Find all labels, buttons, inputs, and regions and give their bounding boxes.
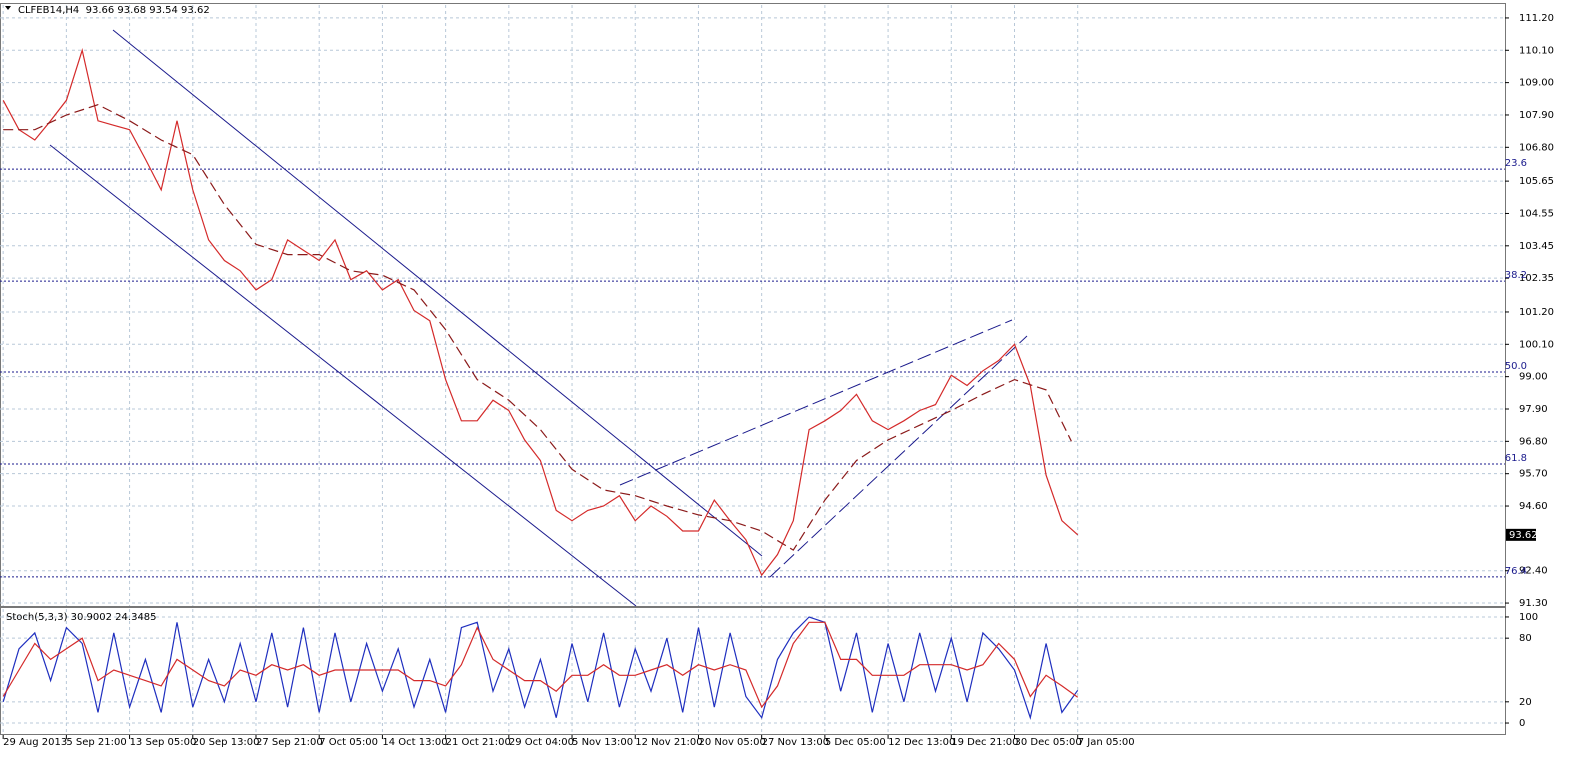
y-tick-label: 97.90 xyxy=(1519,404,1548,415)
menu-arrow xyxy=(5,6,11,10)
series-line xyxy=(2,47,1079,577)
stoch-title: Stoch(5,3,3) 30.9002 24.3485 xyxy=(6,612,157,623)
x-tick-label: 19 Dec 21:00 xyxy=(951,737,1018,748)
x-tick-label: 12 Nov 21:00 xyxy=(635,737,702,748)
y-tick-label: 103.45 xyxy=(1519,241,1554,252)
x-tick-label: 27 Sep 21:00 xyxy=(256,737,323,748)
stoch-panel xyxy=(0,607,1506,735)
x-tick-label: 20 Nov 05:00 xyxy=(698,737,765,748)
x-tick-label: 13 Sep 05:00 xyxy=(130,737,197,748)
y-tick-label: 94.60 xyxy=(1519,501,1548,512)
x-tick-label: 29 Oct 04:00 xyxy=(509,737,574,748)
fib-label: 50.0 xyxy=(1505,361,1527,372)
x-tick-label: 29 Aug 2013 xyxy=(3,737,67,748)
channel-lower xyxy=(49,144,637,607)
x-tick-label: 7 Oct 05:00 xyxy=(319,737,378,748)
fib-label: 23.6 xyxy=(1505,158,1527,169)
y-tick-label: 95.70 xyxy=(1519,469,1548,480)
wedge-lower xyxy=(769,335,1028,578)
x-tick-label: 20 Sep 13:00 xyxy=(193,737,260,748)
y-tick-label: 91.30 xyxy=(1519,598,1548,609)
fib-label: 76.4 xyxy=(1505,566,1527,577)
series-line xyxy=(3,104,1072,551)
x-tick-label: 5 Nov 13:00 xyxy=(572,737,633,748)
y-tick-label: 111.20 xyxy=(1519,13,1554,24)
y-tick-label: 105.65 xyxy=(1519,176,1554,187)
y-tick-label: 101.20 xyxy=(1519,307,1554,318)
y-tick-label: 100 xyxy=(1519,612,1538,623)
grid xyxy=(0,5,1505,733)
chart-title: CLFEB14,H4 93.66 93.68 93.54 93.62 xyxy=(18,5,210,16)
x-tick-label: 27 Nov 13:00 xyxy=(762,737,829,748)
y-tick-label: 92.40 xyxy=(1519,566,1548,577)
y-tick-label: 110.10 xyxy=(1519,45,1554,56)
x-tick-label: 30 Dec 05:00 xyxy=(1015,737,1082,748)
y-tick-label: 100.10 xyxy=(1519,339,1554,350)
x-tick-label: 21 Oct 21:00 xyxy=(446,737,511,748)
y-tick-label: 99.00 xyxy=(1519,372,1548,383)
y-tick-label: 0 xyxy=(1519,718,1525,729)
y-tick-label: 96.80 xyxy=(1519,436,1548,447)
y-tick-label: 109.00 xyxy=(1519,78,1554,89)
channel-upper xyxy=(112,29,763,557)
last-price-box xyxy=(1506,528,1536,541)
series-line xyxy=(2,616,1079,720)
x-tick-label: 5 Sep 21:00 xyxy=(66,737,126,748)
series-line xyxy=(2,621,1079,709)
x-tick-label: 14 Oct 13:00 xyxy=(382,737,447,748)
y-tick-label: 104.55 xyxy=(1519,208,1554,219)
x-tick-label: 12 Dec 13:00 xyxy=(888,737,955,748)
y-tick-label: 106.80 xyxy=(1519,142,1554,153)
x-tick-label: 5 Dec 05:00 xyxy=(825,737,886,748)
y-tick-label: 102.35 xyxy=(1519,273,1554,284)
trend-lines xyxy=(49,29,1028,607)
fib-label: 38.2 xyxy=(1505,270,1527,281)
main-panel xyxy=(0,3,1506,607)
fib-label: 61.8 xyxy=(1505,453,1527,464)
x-tick-label: 7 Jan 05:00 xyxy=(1078,737,1135,748)
y-tick-label: 80 xyxy=(1519,633,1532,644)
y-tick-label: 20 xyxy=(1519,697,1532,708)
y-tick-label: 107.90 xyxy=(1519,110,1554,121)
wedge-upper xyxy=(619,319,1013,486)
last-price-label: 93.62 xyxy=(1509,530,1538,541)
